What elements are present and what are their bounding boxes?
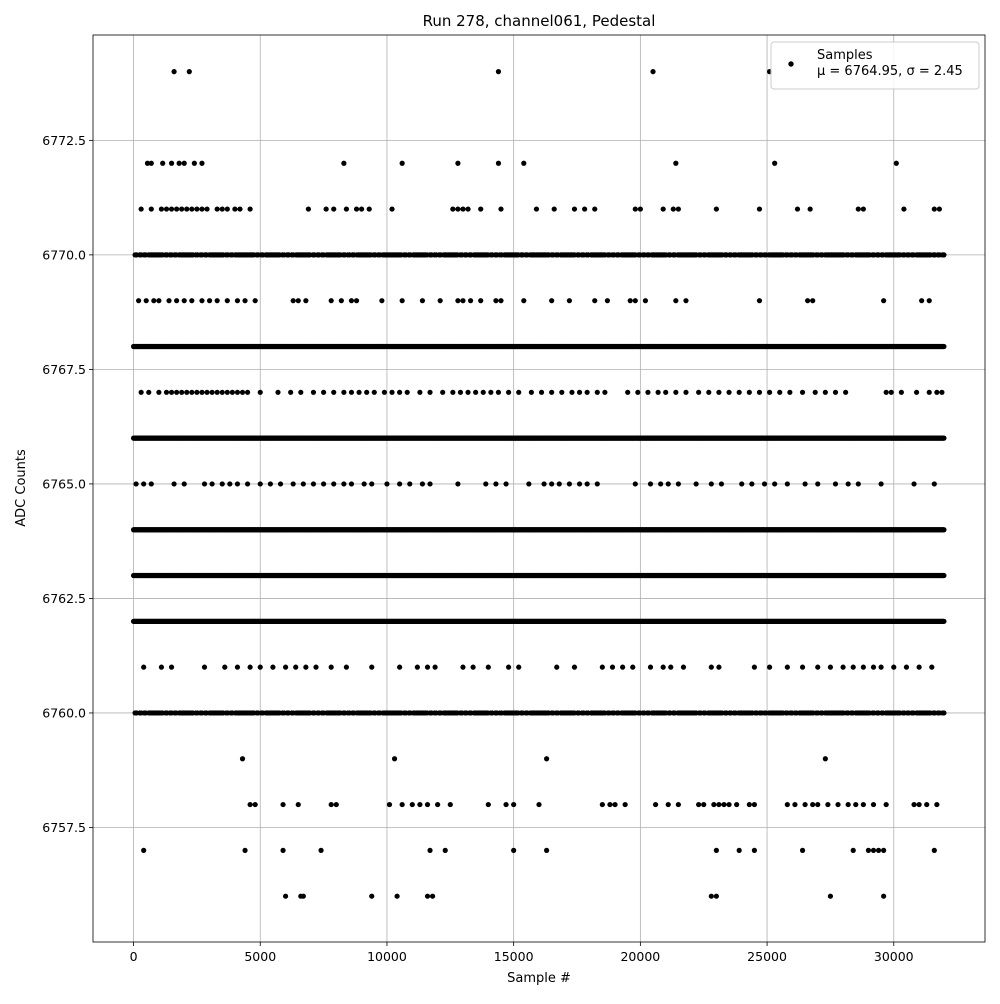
data-point	[941, 527, 946, 532]
data-point	[941, 619, 946, 624]
data-point	[941, 573, 946, 578]
data-point	[941, 436, 946, 441]
